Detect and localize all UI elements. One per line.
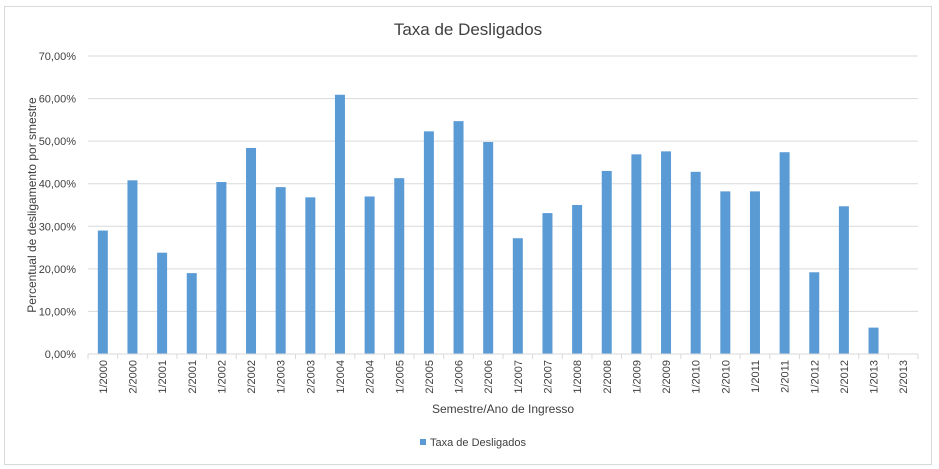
bar: [275, 187, 286, 354]
bar: [157, 252, 168, 354]
x-tick-label: 1/2001: [157, 360, 169, 394]
x-tick-label: 1/2003: [276, 360, 288, 394]
y-tick-label: 40,00%: [39, 179, 77, 191]
x-tick-label: 2/2009: [661, 360, 673, 394]
y-tick-label: 50,00%: [39, 136, 77, 148]
bar: [305, 197, 316, 354]
x-tick-label: 1/2008: [572, 360, 584, 394]
bar: [749, 191, 760, 354]
x-axis-title: Semestre/Ano de Ingresso: [432, 402, 574, 416]
x-tick-label: 2/2001: [187, 360, 199, 394]
y-tick-label: 30,00%: [39, 221, 77, 233]
x-axis-ticks: 1/2000 2/2000 1/2001 2/2001 1/2002 2/2002 1/20…: [87, 354, 919, 394]
x-tick-label: 1/2000: [98, 360, 110, 394]
bar: [334, 94, 345, 355]
x-tick-label: 2/2006: [483, 360, 495, 394]
bar: [423, 131, 434, 354]
bar: [512, 238, 523, 354]
x-tick-label: 2/2012: [839, 360, 851, 394]
y-tick-label: 60,00%: [39, 94, 77, 106]
x-tick-label: 2/2002: [246, 360, 258, 394]
x-tick-label: 1/2005: [394, 360, 406, 394]
x-tick-label: 2/2004: [365, 360, 377, 394]
bar: [453, 121, 464, 355]
x-tick-label: 2/2013: [898, 360, 910, 394]
bar: [779, 152, 790, 354]
bar: [97, 230, 108, 354]
x-tick-label: 1/2006: [454, 360, 466, 394]
bar: [631, 154, 642, 354]
bar: [127, 180, 138, 354]
bar: [601, 170, 612, 354]
x-tick-label: 1/2012: [809, 360, 821, 394]
bar: [838, 206, 849, 354]
bar: [542, 213, 553, 354]
x-tick-label: 1/2009: [631, 360, 643, 394]
legend-swatch: [420, 439, 426, 445]
bar: [690, 171, 701, 354]
x-tick-label: 2/2003: [305, 360, 317, 394]
bar: [216, 182, 227, 354]
bar: [394, 178, 405, 354]
bar: [186, 273, 197, 354]
y-tick-label: 0,00%: [45, 349, 76, 361]
bar: [661, 151, 672, 354]
x-tick-label: 2/2005: [424, 360, 436, 394]
y-tick-label: 70,00%: [39, 51, 77, 63]
y-axis-ticks: 0,00% 10,00% 20,00% 30,00% 40,00% 50,00% 60,00…: [39, 51, 77, 361]
bar: [572, 205, 583, 354]
bar: [720, 191, 731, 354]
bar: [364, 196, 375, 354]
x-tick-label: 2/2007: [542, 360, 554, 394]
x-tick-label: 1/2013: [869, 360, 881, 394]
y-tick-label: 20,00%: [39, 264, 77, 276]
y-axis-title: Percentual de desligamento por smestre: [25, 97, 39, 313]
bar: [246, 147, 257, 354]
x-tick-label: 1/2004: [335, 360, 347, 394]
legend-label: Taxa de Desligados: [430, 437, 527, 449]
x-tick-label: 1/2007: [513, 360, 525, 394]
x-tick-label: 1/2011: [750, 360, 762, 393]
x-tick-label: 2/2011: [780, 360, 792, 393]
x-tick-label: 2/2010: [720, 360, 732, 394]
x-tick-label: 1/2002: [216, 360, 228, 394]
bar: [868, 327, 879, 354]
bar: [809, 272, 820, 354]
bar: [483, 141, 494, 354]
chart-title: Taxa de Desligados: [394, 20, 542, 39]
y-tick-label: 10,00%: [39, 306, 77, 318]
bars: [97, 94, 879, 355]
x-tick-label: 2/2000: [127, 360, 139, 394]
chart-frame: [4, 6, 932, 465]
gridlines: [88, 55, 918, 312]
x-tick-label: 1/2010: [691, 360, 703, 394]
legend: Taxa de Desligados: [420, 437, 527, 449]
x-tick-label: 2/2008: [602, 360, 614, 394]
